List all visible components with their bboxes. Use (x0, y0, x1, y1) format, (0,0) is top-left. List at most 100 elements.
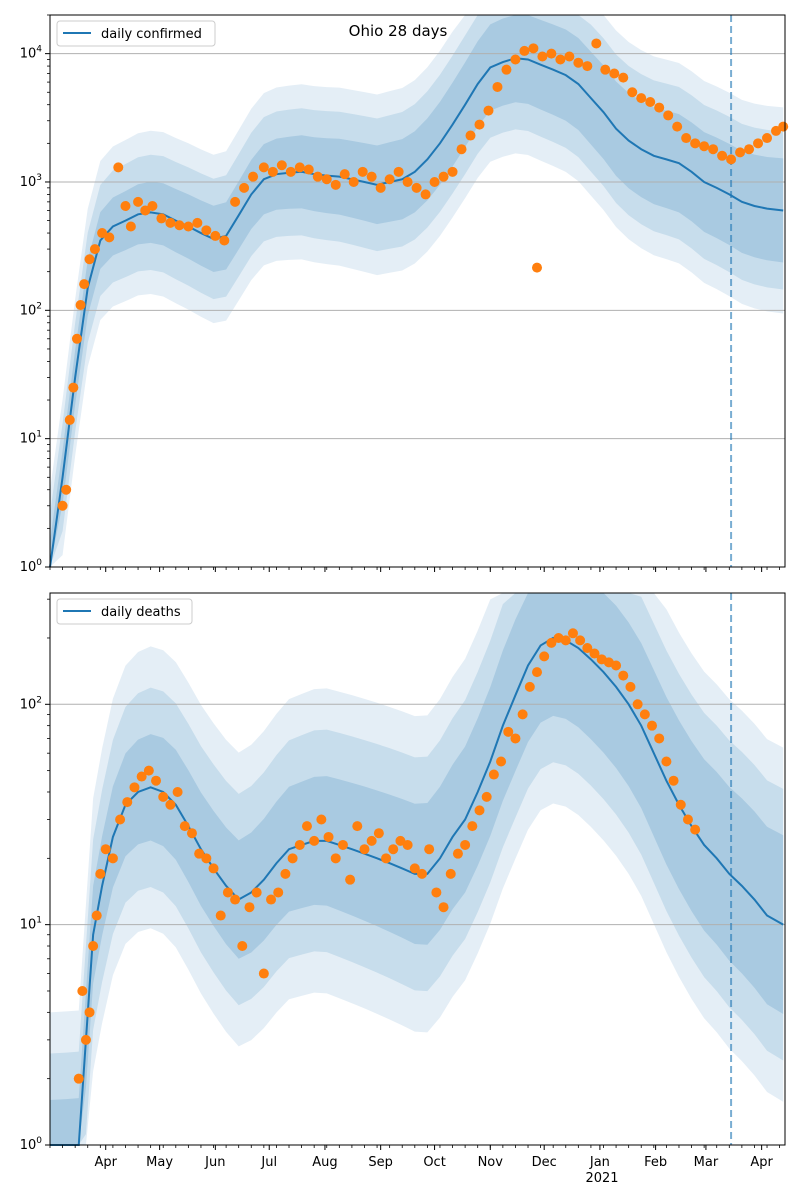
x-tick-label: Aug (312, 1155, 337, 1170)
x-tick-label: Jun (204, 1155, 225, 1170)
observed-point (409, 863, 420, 874)
observed-point (661, 756, 672, 767)
deaths-model-line (50, 636, 784, 1146)
observed-point (210, 230, 221, 241)
observed-point (416, 868, 427, 879)
observed-point (467, 821, 478, 832)
observed-point (294, 839, 305, 850)
observed-point (708, 144, 719, 155)
observed-point (122, 797, 133, 808)
observed-point (481, 791, 492, 802)
observed-point (375, 182, 386, 193)
observed-point (84, 254, 95, 265)
observed-point (778, 121, 789, 132)
observed-point (165, 217, 176, 228)
observed-point (460, 839, 471, 850)
x-tick-label: Jan (589, 1155, 610, 1170)
observed-point (79, 279, 90, 290)
observed-point (447, 166, 458, 177)
observed-point (129, 782, 140, 793)
observed-point (388, 844, 399, 855)
deaths-legend-box (56, 598, 193, 625)
observed-point (639, 709, 650, 720)
observed-point (309, 835, 320, 846)
observed-point (194, 848, 205, 859)
observed-point (125, 221, 136, 232)
observed-point (456, 144, 467, 155)
observed-point (539, 651, 550, 662)
observed-point (230, 894, 241, 905)
observed-point (431, 887, 442, 898)
observed-point (492, 81, 503, 92)
observed-point (222, 887, 233, 898)
observed-point (682, 814, 693, 825)
observed-point (237, 941, 248, 952)
observed-point (582, 643, 593, 654)
observed-point (672, 121, 683, 132)
observed-point (294, 162, 305, 173)
confirmed-legend-box (56, 20, 216, 47)
x-year-label: 2021 (585, 1171, 618, 1186)
observed-point (267, 166, 278, 177)
observed-point (532, 667, 543, 678)
observed-point (532, 262, 543, 273)
observed-point (248, 171, 259, 182)
observed-point (735, 147, 746, 158)
observed-point (97, 228, 108, 239)
observed-point (330, 853, 341, 864)
observed-point (201, 853, 212, 864)
observed-point (151, 775, 162, 786)
observed-point (239, 182, 250, 193)
observed-point (136, 771, 147, 782)
uncertainty-band-1 (50, 15, 784, 567)
observed-point (690, 138, 701, 149)
observed-point (546, 637, 557, 648)
observed-point (172, 786, 183, 797)
x-tick-label: Mar (694, 1155, 719, 1170)
x-tick-label: Nov (478, 1155, 504, 1170)
observed-point (528, 43, 539, 54)
observed-point (373, 828, 384, 839)
observed-point (402, 176, 413, 187)
observed-point (95, 868, 106, 879)
observed-point (186, 828, 197, 839)
observed-point (524, 681, 535, 692)
x-tick-label: Sep (368, 1155, 393, 1170)
observed-point (84, 1007, 95, 1018)
observed-point (201, 225, 212, 236)
observed-point (438, 171, 449, 182)
observed-point (303, 164, 314, 175)
observed-point (147, 200, 158, 211)
observed-point (636, 93, 647, 104)
x-tick-label: Jul (260, 1155, 277, 1170)
observed-point (600, 64, 611, 75)
observed-point (321, 174, 332, 185)
observed-point (582, 61, 593, 72)
observed-point (753, 138, 764, 149)
observed-point (567, 628, 578, 639)
observed-point (280, 868, 291, 879)
confirmed-uncertainty-bands (50, 15, 784, 567)
observed-point (573, 57, 584, 68)
observed-point (699, 141, 710, 152)
observed-point (762, 133, 773, 144)
x-tick-label: Feb (644, 1155, 667, 1170)
observed-point (143, 765, 154, 776)
observed-point (632, 699, 643, 710)
uncertainty-band-3 (50, 15, 784, 567)
observed-point (564, 51, 575, 62)
observed-point (357, 166, 368, 177)
observed-point (158, 791, 169, 802)
observed-point (75, 300, 86, 311)
observed-point (474, 119, 485, 130)
observed-point (537, 51, 548, 62)
observed-point (560, 635, 571, 646)
observed-point (301, 821, 312, 832)
observed-point (366, 171, 377, 182)
deaths-x-ticks: Apr May Jun Jul Aug Sep Oct Nov Dec Jan Feb Mar Apr (49, 1145, 781, 1170)
observed-point (156, 213, 167, 224)
observed-point (517, 709, 528, 720)
observed-point (438, 902, 449, 913)
observed-point (411, 182, 422, 193)
observed-point (89, 244, 100, 255)
